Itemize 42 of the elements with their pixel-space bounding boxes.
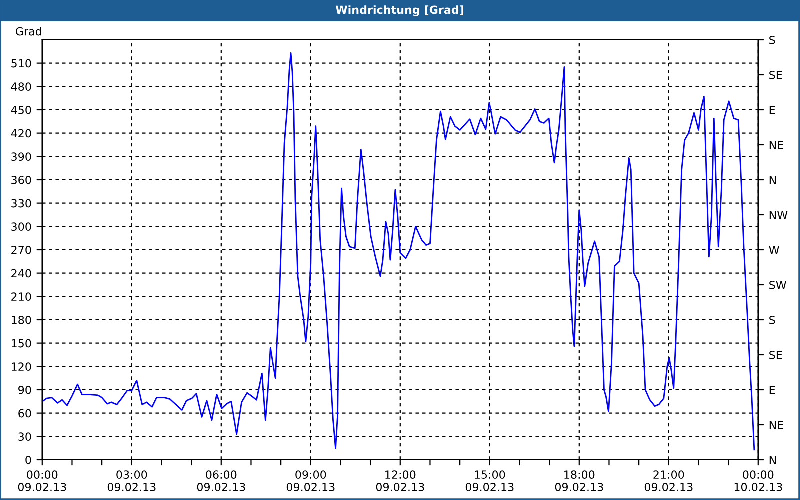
y-tick-label: 240 [12, 269, 32, 278]
category-label: E [770, 106, 776, 114]
y-tick-label: 270 [12, 246, 32, 254]
x-tick-label: 00:00 10.02.13 [734, 470, 782, 492]
y-tick-label: 30 [18, 432, 32, 442]
category-label: SE [770, 350, 782, 360]
x-tick-label: 09:00 09.02.13 [286, 470, 335, 492]
x-tick-label: 12:00 09.02.13 [376, 470, 424, 492]
category-label: N [770, 456, 776, 464]
category-label: NW [770, 211, 788, 220]
category-label: N [770, 176, 776, 184]
y-tick-label: 300 [12, 222, 32, 232]
y-tick-label: 0 [26, 456, 32, 464]
y-tick-label: 120 [12, 362, 32, 372]
y-tick-label: 60 [18, 409, 32, 418]
y-axis-title: Grad [16, 27, 42, 36]
y-tick-label: 150 [12, 339, 32, 348]
chart-title: Windrichtung [Grad] [336, 6, 464, 16]
y-tick-label: 450 [11, 106, 32, 114]
category-label: SE [770, 70, 782, 80]
category-label: NE [770, 421, 784, 430]
y-tick-label: 480 [11, 82, 32, 92]
x-tick-label: 03:00 09.02.13 [108, 470, 156, 492]
category-label: SW [770, 280, 786, 290]
y-tick-label: 180 [12, 316, 32, 324]
x-tick-label: 21:00 09.02.13 [644, 470, 693, 492]
x-tick-label: 15:00 09.02.13 [466, 470, 514, 492]
y-tick-label: 390 [12, 152, 32, 162]
x-tick-label: 18:00 09.02.13 [555, 470, 604, 492]
x-tick-label: 00:00 09.02.13 [18, 470, 66, 492]
y-tick-label: 420 [11, 129, 32, 138]
y-tick-label: 510 [12, 59, 32, 68]
y-tick-label: 90 [18, 386, 32, 394]
category-label: S [770, 36, 776, 44]
category-label: S [770, 316, 776, 324]
category-label: W [769, 246, 780, 254]
category-label: E [770, 386, 776, 394]
y-tick-label: 360 [12, 176, 32, 184]
x-tick-label: 06:00 09.02.13 [197, 470, 246, 492]
y-tick-label: 330 [12, 199, 32, 208]
category-label: NE [770, 141, 784, 150]
y-tick-label: 210 [12, 292, 32, 302]
